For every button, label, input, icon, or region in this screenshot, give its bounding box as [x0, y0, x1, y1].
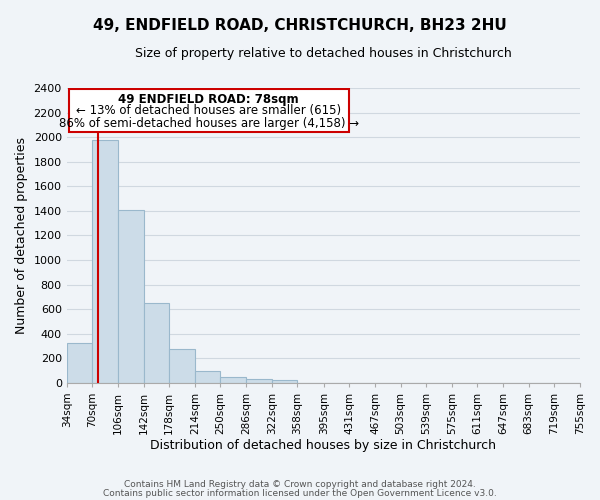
Text: Contains HM Land Registry data © Crown copyright and database right 2024.: Contains HM Land Registry data © Crown c… [124, 480, 476, 489]
Bar [143, 303, 169, 383]
Text: Contains public sector information licensed under the Open Government Licence v3: Contains public sector information licen… [103, 488, 497, 498]
X-axis label: Distribution of detached houses by size in Christchurch: Distribution of detached houses by size … [151, 440, 496, 452]
Bar [169, 349, 195, 383]
Bar [118, 210, 143, 383]
Text: 49 ENDFIELD ROAD: 78sqm: 49 ENDFIELD ROAD: 78sqm [118, 92, 299, 106]
Text: ← 13% of detached houses are smaller (615): ← 13% of detached houses are smaller (61… [76, 104, 341, 118]
Bar [246, 379, 272, 383]
Title: Size of property relative to detached houses in Christchurch: Size of property relative to detached ho… [135, 48, 512, 60]
Y-axis label: Number of detached properties: Number of detached properties [15, 137, 28, 334]
Bar [67, 343, 92, 383]
Bar [195, 370, 220, 383]
FancyBboxPatch shape [69, 88, 349, 132]
Text: 86% of semi-detached houses are larger (4,158) →: 86% of semi-detached houses are larger (… [59, 117, 359, 130]
Bar [220, 378, 246, 383]
Text: 49, ENDFIELD ROAD, CHRISTCHURCH, BH23 2HU: 49, ENDFIELD ROAD, CHRISTCHURCH, BH23 2H… [93, 18, 507, 32]
Bar [272, 380, 298, 383]
Bar [92, 140, 118, 383]
